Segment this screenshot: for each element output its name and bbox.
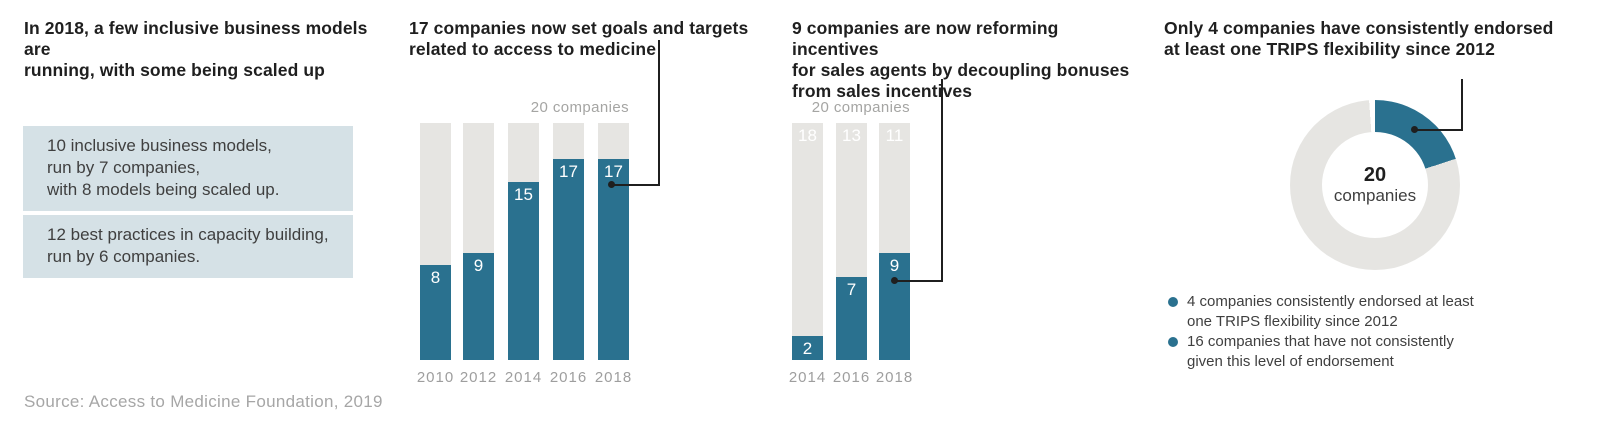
bar-value-label: 8: [430, 268, 441, 287]
goals-callout-line-vertical: [658, 40, 660, 186]
trips-callout-line-vertical: [1461, 79, 1463, 130]
business-models-box: 10 inclusive business models, run by 7 c…: [23, 126, 353, 211]
goals-chart-title: 17 companies now set goals and targets r…: [409, 18, 749, 59]
bar-fill: 17: [553, 159, 584, 360]
not-endorsed-legend-text: 16 companies that have not consistently …: [1187, 333, 1454, 370]
bar-remainder-label: 13: [842, 126, 861, 145]
bar-year-label: 2010: [416, 369, 455, 386]
source-line: Source: Access to Medicine Foundation, 2…: [24, 392, 383, 411]
bar-value-label: 9: [473, 256, 484, 275]
incentives-total-label: 20 companies: [811, 99, 910, 116]
bar-track: 18: [792, 123, 823, 360]
bar-value-label: 15: [514, 185, 533, 204]
bar-year-label: 2018: [594, 369, 633, 386]
bar-year-label: 2016: [549, 369, 588, 386]
bar-year-label: 2014: [788, 369, 827, 386]
bar-value-label: 7: [846, 280, 857, 299]
incentives-bar-chart: 18 2 2014 13 7 2016 11 9 2018: [788, 123, 914, 388]
bar-fill: 17: [598, 159, 629, 360]
bar-fill: 8: [420, 265, 451, 360]
bar-fill: 2: [792, 336, 823, 360]
incentives-callout-line-horizontal: [895, 280, 943, 282]
bar-fill: 9: [879, 253, 910, 360]
legend-item-not-endorsed: 16 companies that have not consistently …: [1168, 332, 1498, 372]
bar-year-label: 2016: [832, 369, 871, 386]
legend-item-endorsed: 4 companies consistently endorsed at lea…: [1168, 292, 1498, 332]
goals-total-label: 20 companies: [530, 99, 629, 116]
bar-year-label: 2014: [504, 369, 543, 386]
trips-legend: 4 companies consistently endorsed at lea…: [1168, 292, 1498, 372]
bar-value-label: 2: [802, 339, 813, 358]
bar-value-label: 17: [604, 162, 623, 181]
bar-remainder-label: 18: [798, 126, 817, 145]
incentives-callout-dot: [891, 277, 898, 284]
trips-callout-line-horizontal: [1415, 129, 1463, 131]
bar-value-label: 9: [889, 256, 900, 275]
bar-fill: 9: [463, 253, 494, 360]
goals-callout-line-horizontal: [612, 184, 660, 186]
bar-fill: 15: [508, 182, 539, 360]
bar-year-label: 2018: [875, 369, 914, 386]
best-practices-box: 12 best practices in capacity building, …: [23, 215, 353, 278]
bar-value-label: 17: [559, 162, 578, 181]
bar-remainder-label: 11: [885, 126, 904, 145]
trips-chart-title: Only 4 companies have consistently endor…: [1164, 18, 1554, 59]
endorsed-bullet-icon: [1168, 297, 1178, 307]
goals-callout-dot: [608, 181, 615, 188]
panel1-title: In 2018, a few inclusive business models…: [24, 18, 368, 80]
bar-fill: 7: [836, 277, 867, 360]
trips-donut-center: 20 companies: [1322, 132, 1428, 238]
incentives-callout-line-vertical: [941, 79, 943, 282]
not-endorsed-bullet-icon: [1168, 337, 1178, 347]
goals-bar-chart: 8 2010 9 2012 15 2014 17 2016 17 2018: [416, 123, 633, 388]
trips-callout-dot: [1411, 126, 1418, 133]
endorsed-legend-text: 4 companies consistently endorsed at lea…: [1187, 293, 1474, 330]
donut-center-value: 20: [1363, 164, 1387, 186]
donut-center-label: companies: [1333, 186, 1417, 205]
incentives-chart-title: 9 companies are now reforming incentives…: [792, 18, 1130, 101]
bar-year-label: 2012: [459, 369, 498, 386]
